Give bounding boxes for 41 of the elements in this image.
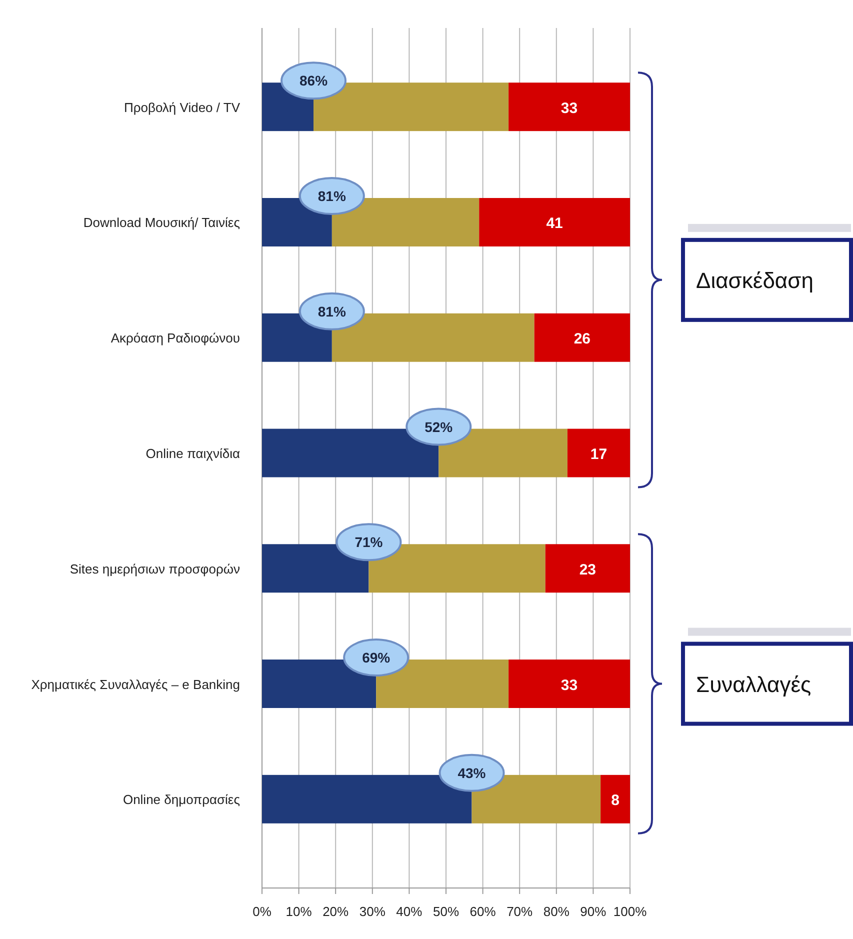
data-label: 26: [574, 330, 591, 348]
y-tick-label: Online δημοπρασίες: [122, 792, 240, 808]
bar: [600, 774, 630, 824]
annotation: 81%: [318, 303, 346, 320]
annotation: 43%: [458, 764, 486, 781]
bar: [479, 198, 630, 246]
x-tick-label: 40%: [396, 904, 423, 919]
bar: [567, 428, 630, 478]
text: Διασκέδαση: [696, 268, 814, 293]
y-tick-label: Online παιχνίδια: [146, 446, 240, 461]
annotation: 81%: [318, 188, 346, 204]
annotation: 69%: [362, 650, 391, 666]
data-label: 33: [560, 100, 578, 117]
x-tick-label: 30%: [359, 904, 386, 919]
x-tick-label: 20%: [322, 904, 350, 919]
x-tick-label: 60%: [470, 904, 496, 919]
x-tick-label: 50%: [432, 904, 460, 919]
bar: [545, 544, 630, 593]
y-tick-label: Download Μουσική/ Ταινίες: [83, 215, 240, 230]
data-label: 23: [579, 561, 596, 578]
data-label: 33: [560, 676, 578, 694]
annotation: 52%: [424, 418, 454, 435]
x-tick-label: 10%: [286, 904, 312, 919]
x-tick-label: 90%: [580, 904, 607, 919]
data-label: 17: [590, 446, 608, 463]
bar: [534, 313, 630, 362]
y-tick-label: Προβολή Video / TV: [124, 100, 240, 115]
x-tick-label: 100%: [613, 904, 648, 919]
data-label: 41: [546, 215, 563, 232]
x-tick-label: 0%: [252, 904, 272, 919]
text: Συναλλαγές: [696, 672, 812, 697]
x-tick-label: 80%: [543, 904, 570, 919]
data-label: 8: [611, 792, 620, 810]
y-tick-label: Ακρόαση Ραδιοφώνου: [110, 330, 240, 346]
y-tick-label: Sites ημερήσιων προσφορών: [70, 561, 240, 576]
annotation: 86%: [300, 72, 328, 89]
annotation: 71%: [354, 534, 384, 550]
bar: [508, 82, 630, 132]
y-tick-label: Χρηματικές Συναλλαγές – e Banking: [31, 676, 240, 692]
bar: [508, 660, 630, 708]
x-tick-label: 70%: [506, 904, 534, 919]
